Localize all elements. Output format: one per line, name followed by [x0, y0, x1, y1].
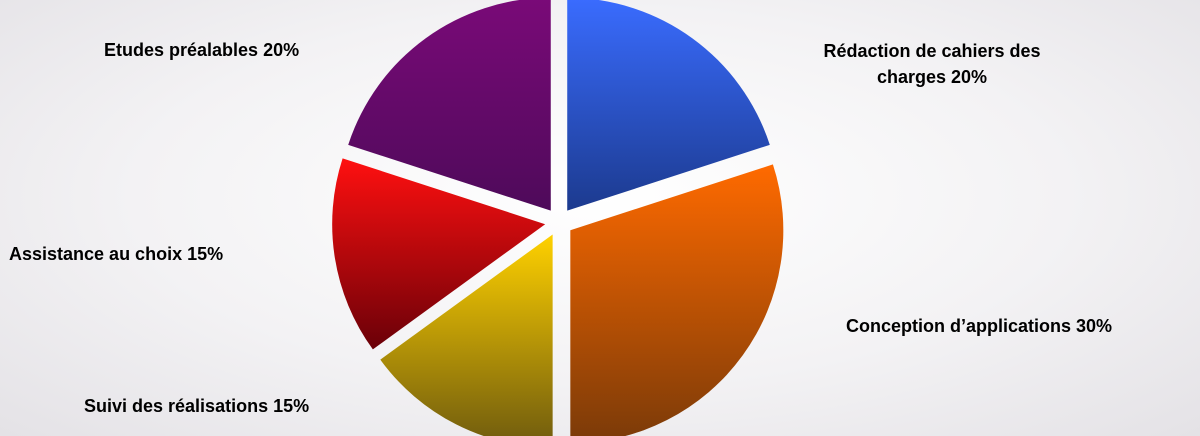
label-etudes-text: Etudes préalables 20%: [104, 40, 300, 60]
label-redaction-line-1: Rédaction de cahiers des: [823, 41, 1041, 61]
label-assistance-text: Assistance au choix 15%: [9, 244, 224, 264]
slice-suivi: [380, 234, 553, 436]
label-assistance: Assistance au choix 15%: [9, 241, 223, 267]
slice-redaction: [567, 0, 770, 211]
slice-etudes: [348, 0, 551, 211]
label-suivi: Suivi des réalisations 15%: [84, 393, 309, 419]
label-conception-text: Conception d’applications 30%: [846, 316, 1113, 336]
label-redaction: Rédaction de cahiers des charges 20%: [772, 38, 1092, 90]
slice-conception: [570, 164, 784, 436]
label-etudes: Etudes préalables 20%: [104, 37, 299, 63]
slice-assistance: [332, 158, 546, 350]
label-conception: Conception d’applications 30%: [846, 313, 1112, 339]
label-suivi-text: Suivi des réalisations 15%: [84, 396, 310, 416]
label-redaction-line-2: charges 20%: [876, 67, 988, 87]
